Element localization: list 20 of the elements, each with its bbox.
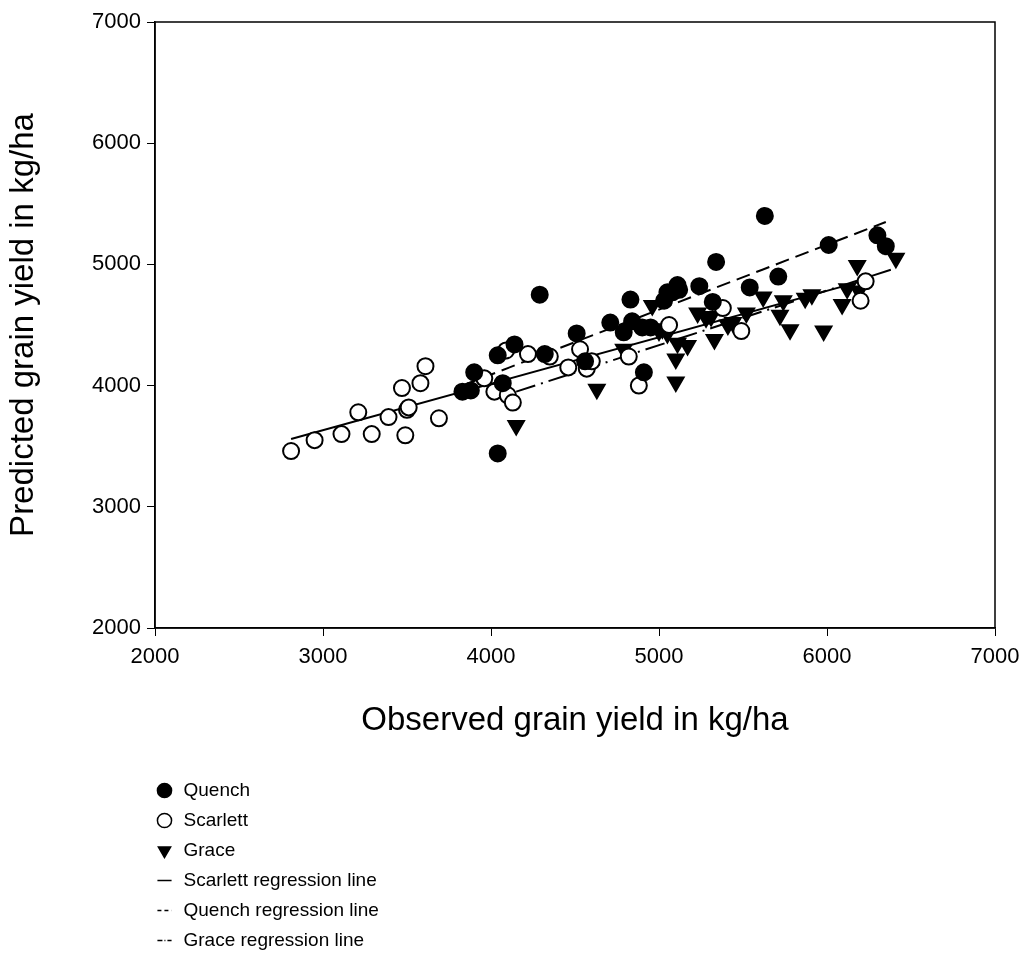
- y-axis-title: Predicted grain yield in kg/ha: [2, 112, 40, 537]
- y-tick-label: 5000: [92, 250, 141, 276]
- x-tick-label: 6000: [802, 643, 852, 669]
- y-tick-label: 7000: [92, 8, 141, 34]
- x-tick-label: 2000: [130, 643, 180, 669]
- legend-label: Scarlett: [183, 808, 249, 830]
- legend-label: Grace: [183, 838, 236, 860]
- legend-label: Quench regression line: [183, 898, 379, 920]
- legend-label: Quench: [183, 778, 251, 800]
- legend-label: Grace regression line: [183, 928, 365, 950]
- x-tick-label: 3000: [298, 643, 348, 669]
- x-tick-label: 4000: [466, 643, 516, 669]
- y-tick-label: 4000: [92, 371, 141, 397]
- x-tick-label: 7000: [970, 643, 1020, 669]
- legend-label: Scarlett regression line: [183, 868, 377, 890]
- y-tick-label: 6000: [92, 129, 141, 155]
- y-tick-label: 2000: [92, 614, 141, 640]
- x-tick-label: 5000: [634, 643, 684, 669]
- x-axis-title: Observed grain yield in kg/ha: [361, 700, 790, 738]
- y-tick-label: 3000: [92, 492, 141, 518]
